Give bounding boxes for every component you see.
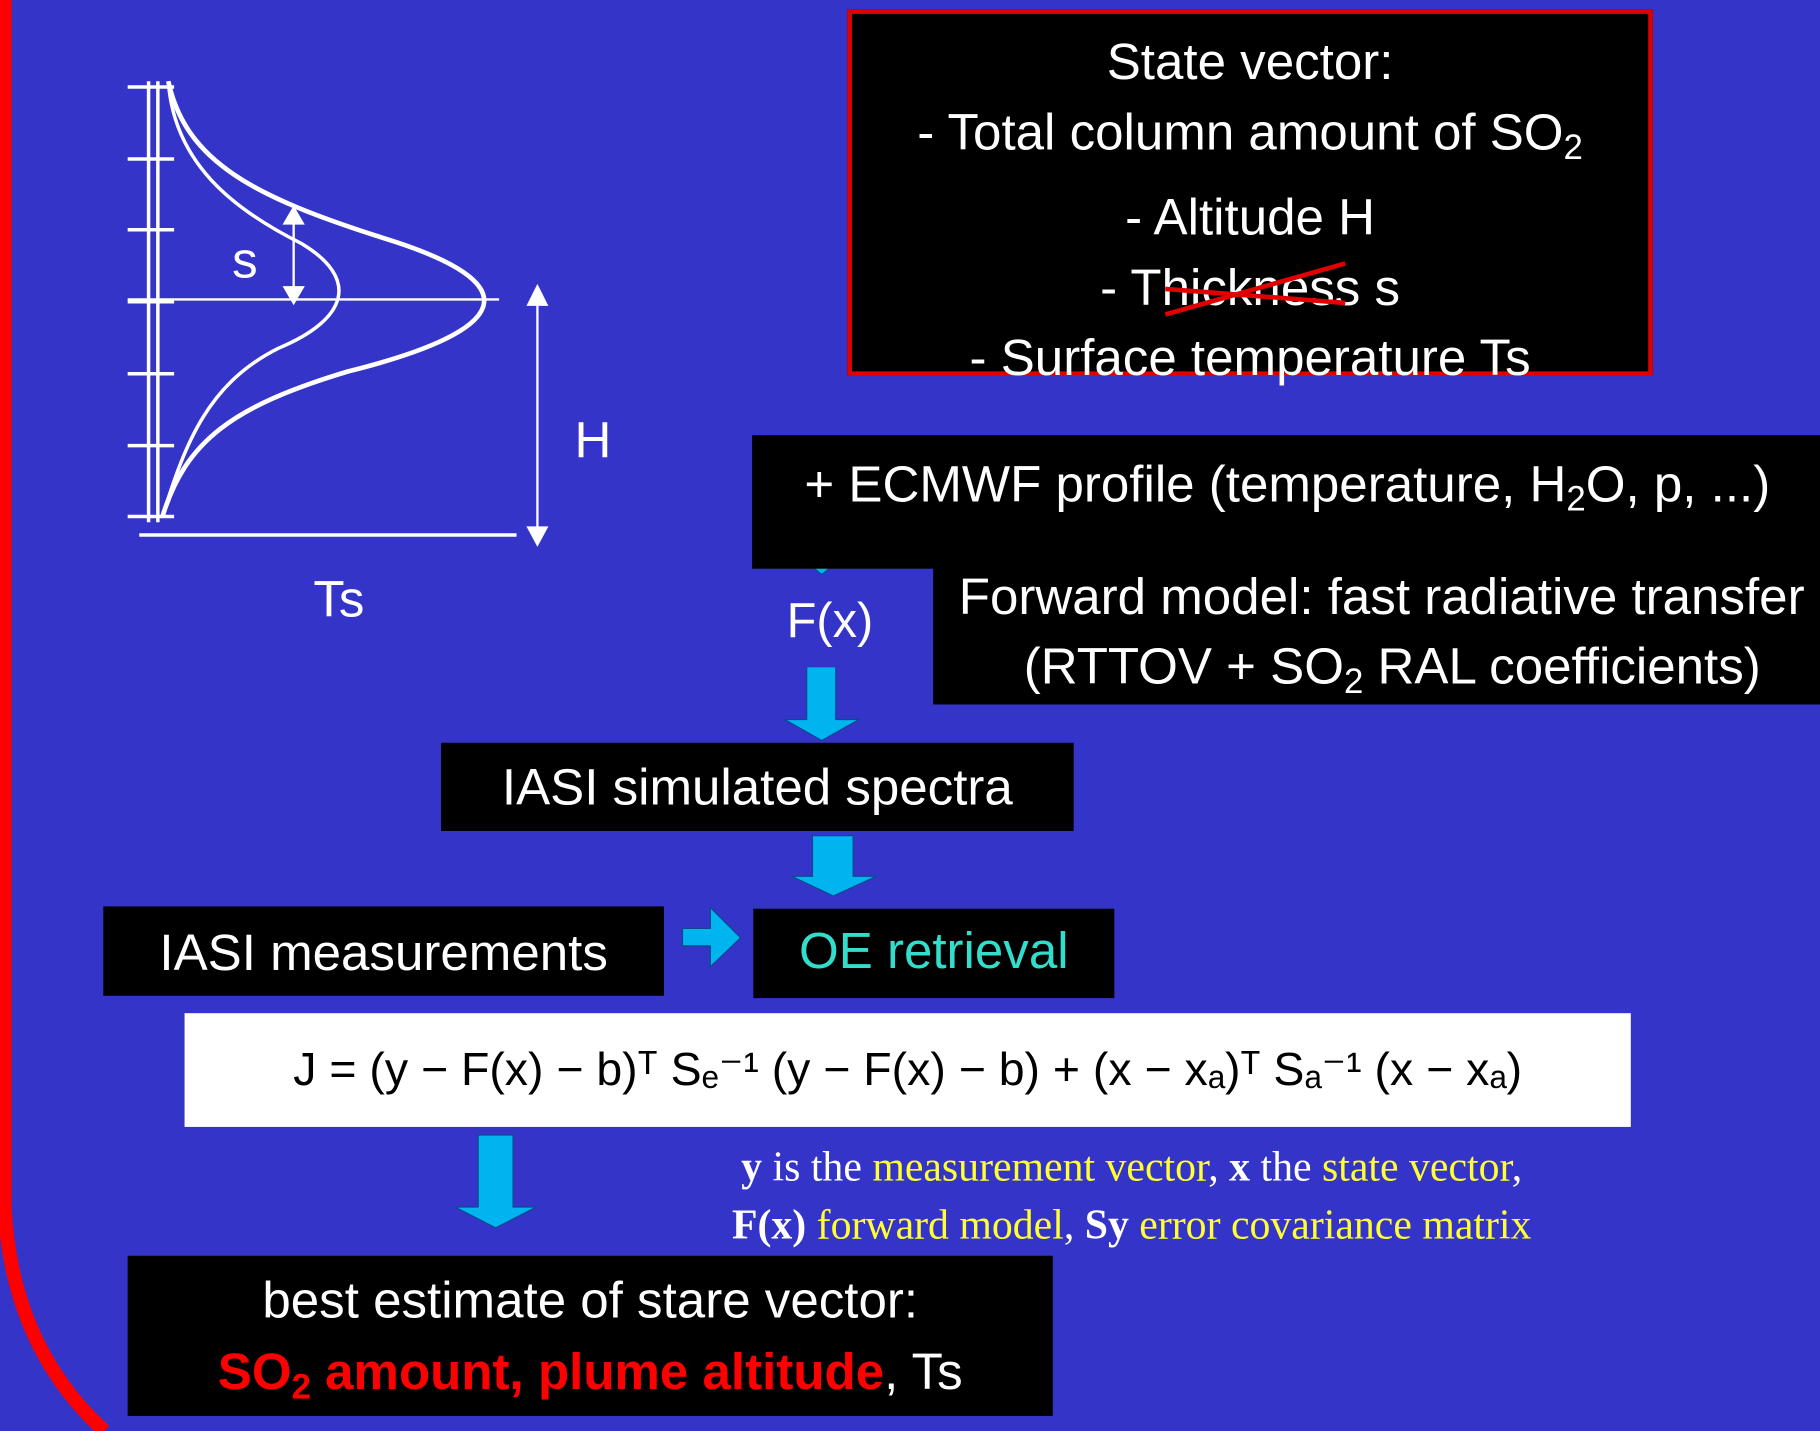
text: , Ts (884, 1343, 963, 1401)
label-s: s (232, 232, 258, 289)
text: + ECMWF profile (temperature, H (804, 456, 1567, 513)
result-title: best estimate of stare vector: (262, 1271, 919, 1329)
measurements-box: IASI measurements (103, 906, 664, 996)
subscript: 2 (1566, 480, 1586, 519)
result-box: best estimate of stare vector: SO2 amoun… (127, 1255, 1053, 1416)
subscript: 2 (1343, 662, 1364, 701)
legend: y is the measurement vector, x the state… (650, 1137, 1613, 1253)
text: - Total column amount of SO (917, 103, 1564, 161)
text: , (1511, 1143, 1523, 1190)
strike (1164, 260, 1346, 317)
subscript: 2 (1563, 128, 1583, 167)
text: , (1063, 1201, 1085, 1248)
red-border (0, 0, 110, 1431)
term: state vector (1322, 1143, 1512, 1190)
symbol: F(x) (731, 1201, 807, 1248)
equation: J = (y − F(x) − b)ᵀ Sₑ⁻¹ (y − F(x) − b) … (184, 1013, 1631, 1127)
subscript: 2 (291, 1368, 311, 1407)
fx-label: F(x) (766, 574, 894, 668)
text: , (1208, 1143, 1230, 1190)
retrieval-box: OE retrieval (753, 908, 1115, 999)
term: error covariance matrix (1139, 1201, 1532, 1248)
label-ts: Ts (313, 571, 365, 628)
text: is the (762, 1143, 873, 1190)
profile-diagram (127, 80, 549, 547)
text: amount, plume altitude (310, 1343, 885, 1401)
symbol: x (1229, 1143, 1251, 1190)
state-line: - Thickness s (852, 254, 1648, 324)
text: SO (217, 1343, 292, 1401)
fm-line: Forward model: fast radiative transfer (958, 568, 1805, 626)
symbol: y (741, 1143, 763, 1190)
highlight: SO2 amount, plume altitude (217, 1343, 885, 1407)
text (1129, 1201, 1139, 1247)
simulated-box: IASI simulated spectra (441, 742, 1074, 831)
text: (RTTOV + SO (1023, 638, 1344, 696)
text (806, 1201, 816, 1247)
symbol: Sy (1084, 1201, 1129, 1248)
fm-line: (RTTOV + SO2 RAL coefficients) (959, 633, 1820, 718)
state-line: - Surface temperature Ts (969, 329, 1531, 387)
forward-model-box: Forward model: fast radiative transfer (… (933, 562, 1820, 705)
text: RAL coefficients) (1363, 638, 1761, 696)
result-line: SO2 amount, plume altitude, Ts (128, 1337, 1053, 1424)
label-h: H (574, 412, 612, 469)
text: the (1250, 1143, 1323, 1190)
ecmwf-box: + ECMWF profile (temperature, H2O, p, ..… (752, 435, 1820, 569)
term: measurement vector (872, 1143, 1209, 1190)
text: O, p, ...) (1585, 456, 1771, 513)
state-vector-box: State vector: - Total column amount of S… (847, 9, 1653, 386)
term: forward model (816, 1201, 1064, 1248)
state-line: - Altitude H (1125, 189, 1375, 247)
state-line: - Total column amount of SO2 (852, 98, 1648, 183)
state-title: State vector: (1106, 33, 1394, 91)
